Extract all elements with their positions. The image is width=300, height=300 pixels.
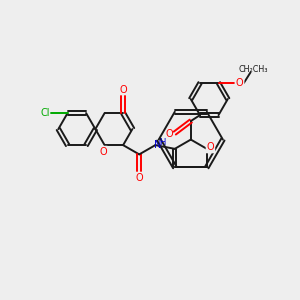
Text: O: O: [236, 78, 243, 88]
Text: H: H: [159, 138, 165, 147]
Text: O: O: [99, 147, 107, 157]
Text: O: O: [207, 142, 214, 152]
Text: Cl: Cl: [40, 108, 50, 118]
Text: N: N: [154, 140, 161, 149]
Text: O: O: [119, 85, 127, 95]
Text: O: O: [135, 172, 143, 183]
Text: CH₂CH₃: CH₂CH₃: [238, 64, 268, 74]
Text: O: O: [166, 129, 173, 139]
